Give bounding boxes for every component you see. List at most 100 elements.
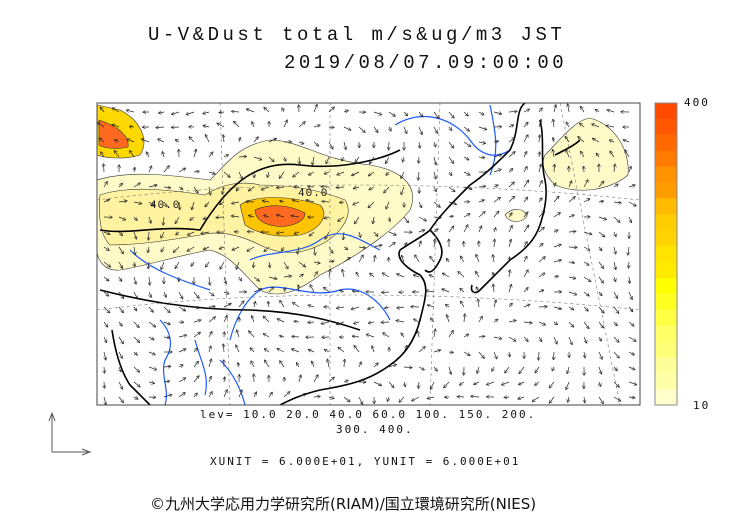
wind-arrow — [433, 350, 441, 352]
wind-arrow — [399, 396, 405, 402]
wind-arrow — [538, 198, 542, 203]
wind-arrow — [568, 396, 569, 402]
wind-arrow — [461, 256, 465, 263]
wind-arrow — [238, 171, 242, 179]
wind-arrow — [554, 165, 555, 173]
wind-arrow — [535, 381, 540, 385]
wind-arrow — [460, 381, 465, 385]
wind-arrow — [598, 261, 603, 268]
wind-arrow — [444, 381, 450, 388]
wind-arrow — [148, 336, 154, 340]
wind-arrow — [487, 381, 495, 385]
wind-arrow — [176, 232, 180, 235]
wind-arrow — [99, 138, 105, 143]
wind-arrow — [280, 171, 285, 178]
wind-arrow — [298, 122, 305, 128]
wind-arrow — [118, 351, 122, 358]
wind-arrow — [553, 120, 554, 128]
wind-arrow — [118, 336, 123, 344]
wind-arrow — [492, 366, 494, 371]
wind-arrow — [309, 231, 315, 236]
wind-arrow — [598, 396, 603, 403]
wind-arrow — [322, 201, 330, 202]
colorbar-band — [655, 341, 677, 358]
wind-arrow — [313, 272, 317, 278]
wind-arrow — [533, 396, 540, 401]
wind-arrow — [584, 351, 585, 358]
wind-arrow — [133, 321, 139, 327]
wind-arrow — [312, 156, 314, 165]
wind-arrow — [614, 246, 616, 254]
wind-arrow — [148, 231, 149, 240]
wind-arrow — [295, 232, 300, 234]
wind-arrow — [176, 140, 180, 142]
wind-arrow — [610, 140, 615, 142]
wind-arrow — [178, 393, 185, 398]
wind-arrow — [251, 361, 255, 368]
wind-arrow — [134, 246, 135, 255]
wind-arrow — [431, 318, 435, 323]
wind-arrow — [103, 200, 109, 203]
wind-arrow — [161, 261, 165, 269]
colorbar-band — [655, 309, 677, 327]
wind-arrow — [118, 201, 127, 202]
wind-arrow — [387, 396, 389, 401]
wind-arrow — [338, 216, 345, 221]
wind-arrow — [112, 108, 120, 113]
wind-arrow — [463, 156, 469, 160]
wind-arrow — [583, 231, 592, 234]
wind-arrow — [447, 259, 450, 263]
wind-arrow — [448, 226, 454, 233]
wind-arrow — [598, 181, 604, 188]
wind-arrow — [118, 291, 124, 298]
colorbar-band — [655, 103, 677, 120]
wind-arrow — [388, 381, 394, 388]
wind-arrow — [148, 166, 152, 173]
wind-arrow — [433, 126, 437, 133]
wind-arrow — [118, 184, 122, 188]
wind-arrow — [554, 351, 555, 360]
colorbar-min-label: 10 — [693, 399, 711, 412]
wind-arrow — [277, 215, 285, 218]
wind-arrow — [448, 331, 453, 338]
wind-arrow — [314, 246, 315, 255]
wind-arrow — [566, 381, 570, 389]
wind-arrow — [550, 396, 555, 403]
wind-arrow — [568, 336, 572, 344]
wind-arrow — [628, 246, 629, 255]
wind-arrow — [163, 187, 171, 188]
wind-arrow — [312, 361, 315, 368]
wind-arrow — [134, 276, 136, 284]
wind-arrow — [178, 349, 186, 353]
wind-arrow — [343, 396, 350, 402]
wind-arrow — [478, 226, 482, 233]
wind-arrow — [418, 331, 420, 338]
wind-arrow — [373, 111, 382, 115]
wind-arrow — [463, 334, 469, 338]
wind-arrow — [253, 137, 258, 143]
wind-arrow — [223, 292, 229, 294]
wind-arrow — [553, 138, 554, 143]
credit-text: ©九州大学応用力学研究所(RIAM)/国立環境研究所(NIES) — [150, 495, 537, 513]
wind-arrow — [434, 239, 435, 248]
wind-arrow — [223, 316, 227, 323]
wind-arrow — [163, 381, 169, 382]
wind-arrow — [449, 171, 452, 175]
wind-arrow — [554, 105, 556, 113]
wind-arrow — [583, 276, 591, 282]
wind-arrow — [326, 156, 330, 163]
wind-arrow — [224, 276, 226, 284]
wind-arrow — [568, 306, 574, 310]
wind-arrow — [628, 336, 636, 341]
wind-arrow — [163, 395, 172, 398]
wind-arrow — [414, 275, 420, 277]
colorbar-band — [655, 293, 677, 311]
wind-arrow — [238, 156, 246, 157]
wind-arrow — [478, 351, 484, 358]
wind-arrow — [103, 232, 110, 234]
wind-arrow — [161, 231, 165, 238]
wind-arrow — [418, 111, 423, 117]
wind-arrow — [628, 397, 635, 398]
wind-arrow — [539, 135, 540, 143]
wind-arrow — [328, 261, 334, 262]
